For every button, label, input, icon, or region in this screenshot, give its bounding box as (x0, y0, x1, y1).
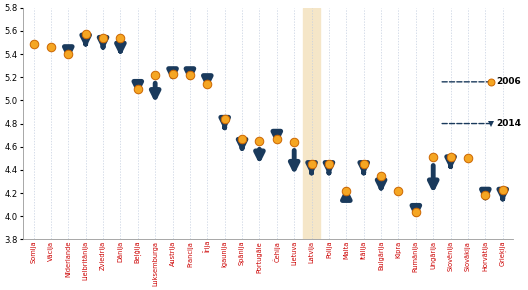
Point (464, 156, 472, 161)
Point (221, 117, 229, 121)
Point (498, 187, 507, 192)
Point (46, 45, 55, 49)
Point (238, 136, 246, 141)
Point (481, 193, 489, 198)
Point (342, 188, 351, 193)
Point (412, 209, 420, 214)
Point (186, 72, 194, 77)
Point (116, 35, 125, 40)
Point (325, 162, 333, 166)
Point (290, 140, 298, 144)
Point (151, 72, 159, 77)
Point (360, 162, 368, 166)
Point (203, 82, 212, 86)
Point (272, 136, 281, 141)
Point (64, 52, 72, 56)
Point (99, 35, 107, 40)
Point (307, 162, 316, 166)
Point (81, 32, 90, 37)
Bar (303, 8, 320, 240)
Text: 2006: 2006 (496, 77, 521, 86)
Point (168, 71, 177, 76)
Point (377, 173, 385, 178)
Point (134, 86, 142, 91)
Point (255, 139, 263, 143)
Point (446, 155, 455, 160)
Point (394, 188, 403, 193)
Text: 2014: 2014 (496, 119, 521, 128)
Point (429, 155, 437, 160)
Point (29, 41, 37, 46)
